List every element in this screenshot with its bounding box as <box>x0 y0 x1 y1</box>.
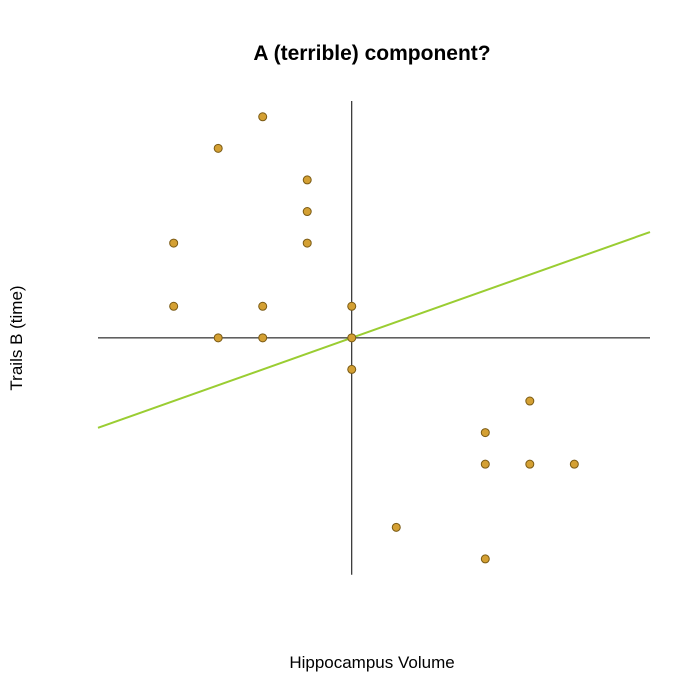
data-point <box>525 396 535 406</box>
data-point <box>302 175 312 185</box>
data-point <box>480 428 490 438</box>
data-point <box>569 459 579 469</box>
fit-line <box>97 231 651 429</box>
data-point <box>169 238 179 248</box>
y-axis-label: Trails B (time) <box>7 285 26 390</box>
data-point <box>391 522 401 532</box>
data-point <box>213 143 223 153</box>
plot-area <box>97 100 651 575</box>
data-point <box>169 301 179 311</box>
data-point <box>347 364 357 374</box>
data-point <box>302 238 312 248</box>
data-point <box>525 459 535 469</box>
data-point <box>258 301 268 311</box>
data-point <box>347 301 357 311</box>
data-point <box>213 333 223 343</box>
data-point <box>480 554 490 564</box>
data-point <box>347 333 357 343</box>
chart-title: A (terrible) component? <box>253 42 490 65</box>
data-point <box>258 112 268 122</box>
data-point <box>302 207 312 217</box>
x-axis-label: Hippocampus Volume <box>289 653 454 672</box>
data-point <box>258 333 268 343</box>
data-point <box>480 459 490 469</box>
